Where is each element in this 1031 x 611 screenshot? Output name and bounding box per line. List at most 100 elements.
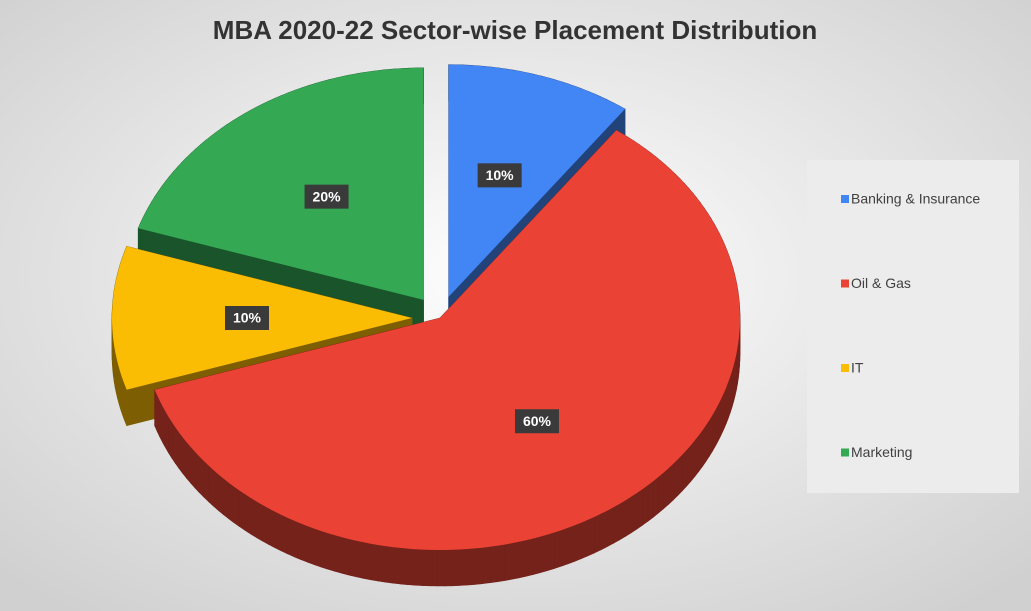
slice-wall: [452, 549, 461, 587]
slice-wall: [274, 511, 282, 552]
slice-wall: [540, 534, 548, 574]
slice-wall: [217, 473, 224, 516]
slice-wall: [624, 496, 632, 537]
slice-wall: [327, 532, 336, 572]
slice-wall: [587, 516, 595, 557]
slice-wall: [547, 532, 555, 572]
slice-wall: [437, 549, 446, 587]
data-label-box: [477, 163, 522, 188]
slice-wall: [715, 404, 719, 446]
slice-wall: [262, 504, 270, 545]
slice-wall: [594, 513, 602, 554]
slice-wall: [682, 449, 687, 492]
slice-wall: [525, 538, 534, 577]
data-label-box: [225, 306, 269, 330]
legend-marker: [841, 364, 849, 372]
slice-wall: [489, 545, 498, 584]
slice-wall: [698, 429, 703, 473]
slice-wall: [250, 497, 257, 539]
slice-wall: [320, 530, 329, 570]
slice-wall: [392, 546, 401, 585]
slice-wall: [482, 546, 491, 585]
slice-wall: [630, 492, 638, 534]
data-label-box: [514, 409, 559, 434]
slice-wall: [429, 549, 438, 587]
slice-wall: [198, 455, 204, 498]
slice-wall: [663, 467, 669, 510]
slice-wall: [581, 519, 589, 560]
slice-wall: [709, 413, 713, 458]
slice-wall: [668, 463, 674, 506]
slice-wall: [690, 439, 696, 483]
slice-wall: [239, 489, 246, 531]
slice-wall: [190, 446, 196, 489]
slice-wall: [171, 420, 176, 464]
slice-wall: [212, 469, 219, 511]
pie: 10% 60% 10% 20%: [111, 64, 741, 587]
slice-wall: [422, 549, 431, 587]
slice-wall: [444, 549, 453, 587]
data-label: 10%: [233, 310, 262, 326]
slice-wall: [124, 384, 127, 426]
legend-label[interactable]: IT: [851, 360, 864, 376]
slice-wall: [496, 544, 505, 583]
slice-wall: [363, 541, 372, 581]
slice-wall: [307, 525, 315, 566]
slice-wall: [467, 548, 476, 586]
legend-box: [807, 160, 1019, 493]
slice-wall: [672, 458, 679, 501]
slice-wall: [574, 522, 582, 562]
slice[interactable]: [448, 64, 625, 297]
slice-wall: [677, 454, 683, 497]
slice-wall: [694, 434, 700, 478]
slice-wall: [287, 517, 295, 558]
slice-wall: [600, 510, 608, 551]
slice-wall: [720, 393, 725, 435]
legend-label[interactable]: Oil & Gas: [851, 275, 911, 291]
slice-wall: [459, 548, 468, 586]
slice-wall: [619, 499, 626, 541]
slice-wall: [268, 507, 276, 549]
slice-wall: [244, 493, 252, 535]
slice-wall: [208, 464, 214, 507]
slice-wall: [334, 534, 343, 574]
slice-wall: [474, 547, 483, 585]
legend-marker: [841, 195, 849, 203]
slice-wall: [723, 387, 727, 430]
slice-wall: [567, 524, 576, 565]
slice-wall: [705, 419, 710, 463]
slice-wall: [407, 548, 416, 586]
slice-wall: [612, 503, 620, 544]
legend-label[interactable]: Marketing: [851, 444, 912, 460]
slice-wall: [399, 547, 408, 585]
slice-wall: [642, 484, 649, 526]
data-label-box: [304, 184, 349, 209]
slice-wall: [702, 424, 707, 468]
slice-wall: [647, 480, 654, 522]
slice-wall: [341, 536, 350, 576]
slice-wall: [182, 436, 187, 479]
slice-wall: [511, 541, 520, 580]
slice-wall: [178, 431, 183, 474]
slice-wall: [686, 444, 692, 487]
slice-wall: [636, 488, 643, 530]
slice-wall: [174, 426, 180, 469]
slice-wall: [256, 501, 263, 542]
slice-wall: [725, 382, 729, 424]
slice-wall: [300, 523, 308, 563]
slice-wall: [222, 477, 229, 520]
data-label: 20%: [313, 188, 342, 204]
legend-label[interactable]: Banking & Insurance: [851, 191, 980, 207]
slice[interactable]: [138, 67, 424, 300]
slice-wall: [228, 481, 235, 524]
slice-wall: [504, 542, 513, 581]
slice-wall: [554, 529, 562, 569]
slice-wall: [313, 528, 322, 568]
slice-wall: [280, 514, 288, 555]
slice-wall: [186, 441, 191, 484]
legend-marker: [841, 448, 849, 457]
slice[interactable]: [154, 130, 740, 551]
legend: Banking & Insurance Oil & Gas IT Marketing: [841, 191, 980, 460]
slice-wall: [560, 527, 569, 567]
